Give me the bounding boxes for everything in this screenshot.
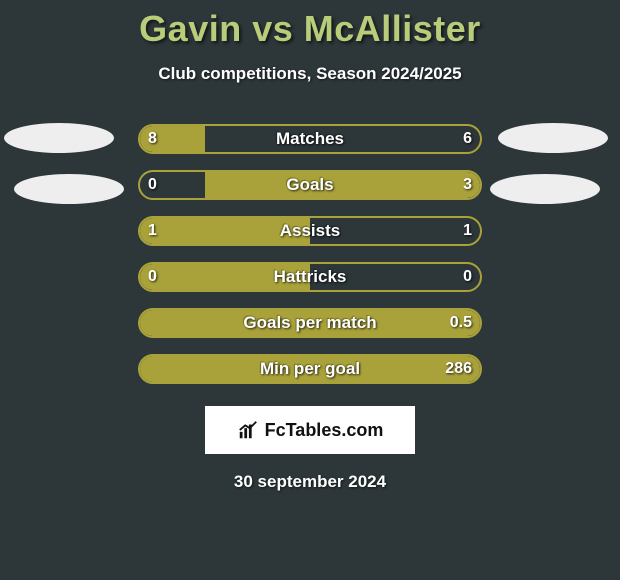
- stat-value-left: 0: [148, 170, 198, 200]
- stat-row: Min per goal286: [0, 346, 620, 392]
- comparison-infographic: Gavin vs McAllister Club competitions, S…: [0, 0, 620, 580]
- stat-value-left: [148, 308, 198, 338]
- brand-badge: FcTables.com: [205, 406, 415, 454]
- stat-value-right: 286: [422, 354, 472, 384]
- stat-row: Hattricks00: [0, 254, 620, 300]
- brand-text: FcTables.com: [265, 420, 384, 441]
- stat-value-right: 0: [422, 262, 472, 292]
- date-label: 30 september 2024: [0, 472, 620, 492]
- stat-value-right: 3: [422, 170, 472, 200]
- stat-value-left: 1: [148, 216, 198, 246]
- subtitle: Club competitions, Season 2024/2025: [0, 64, 620, 84]
- stat-value-right: 6: [422, 124, 472, 154]
- stat-value-left: 8: [148, 124, 198, 154]
- stat-value-left: 0: [148, 262, 198, 292]
- stat-value-right: 1: [422, 216, 472, 246]
- stat-value-left: [148, 354, 198, 384]
- chart-icon: [237, 419, 259, 441]
- stat-value-right: 0.5: [422, 308, 472, 338]
- stat-row: Assists11: [0, 208, 620, 254]
- stat-row: Matches86: [0, 116, 620, 162]
- page-title: Gavin vs McAllister: [0, 8, 620, 50]
- stat-row: Goals per match0.5: [0, 300, 620, 346]
- stat-row: Goals03: [0, 162, 620, 208]
- stats-list: Matches86Goals03Assists11Hattricks00Goal…: [0, 116, 620, 392]
